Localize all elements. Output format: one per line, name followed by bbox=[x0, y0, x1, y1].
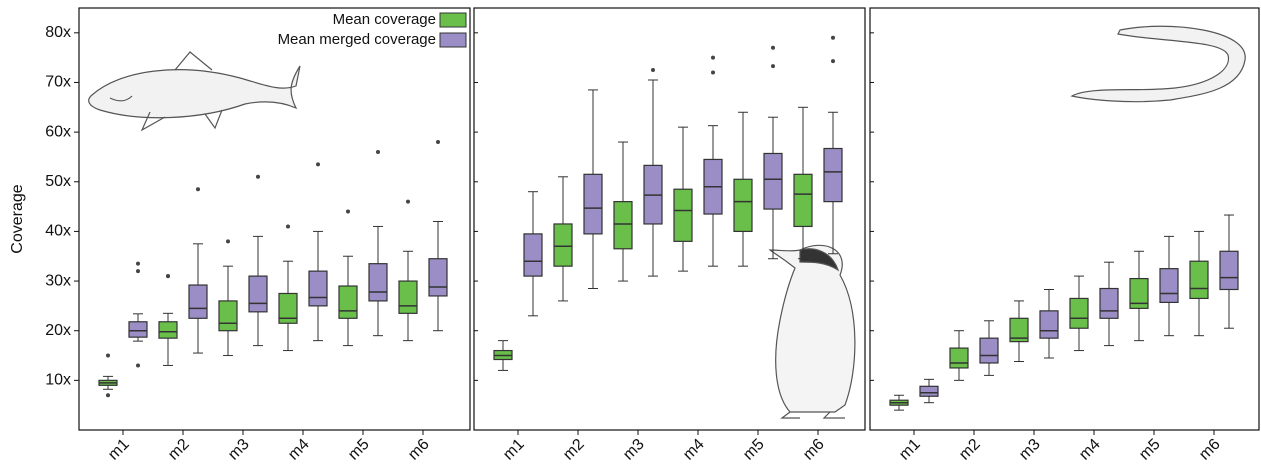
y-axis-label: Coverage bbox=[9, 184, 26, 253]
box bbox=[979, 337, 999, 364]
outlier bbox=[406, 199, 410, 204]
box bbox=[278, 292, 298, 324]
x-tick-label: m3 bbox=[225, 436, 253, 464]
legend-swatch bbox=[439, 12, 467, 28]
x-tick-label: m1 bbox=[500, 436, 528, 464]
x-tick-label: m1 bbox=[896, 436, 924, 464]
x-tick-label: m4 bbox=[285, 436, 313, 464]
fish-sketch bbox=[88, 51, 301, 132]
box bbox=[523, 233, 543, 277]
x-tick-label: m3 bbox=[1016, 436, 1044, 464]
box bbox=[1219, 250, 1239, 291]
legend-label: Mean coverage bbox=[333, 11, 436, 28]
outlier bbox=[831, 35, 835, 40]
penguin-sketch bbox=[768, 244, 856, 419]
box bbox=[1189, 260, 1209, 300]
x-tick-label: m5 bbox=[1136, 436, 1164, 464]
box bbox=[428, 258, 448, 297]
outlier bbox=[771, 64, 775, 69]
box bbox=[308, 270, 328, 307]
box bbox=[763, 152, 783, 210]
box bbox=[823, 147, 843, 203]
worm-sketch bbox=[1070, 25, 1246, 103]
x-tick-label: m6 bbox=[405, 436, 433, 464]
outlier bbox=[226, 239, 230, 244]
y-tick-label: 70x bbox=[45, 74, 71, 91]
outlier bbox=[136, 269, 140, 274]
y-tick-label: 60x bbox=[45, 123, 71, 140]
x-tick-label: m2 bbox=[956, 436, 984, 464]
outlier bbox=[651, 68, 655, 73]
outlier bbox=[831, 59, 835, 64]
box bbox=[248, 275, 268, 313]
box bbox=[158, 321, 178, 339]
box bbox=[673, 188, 693, 242]
legend-swatch bbox=[439, 32, 467, 48]
box bbox=[919, 385, 939, 397]
x-tick-label: m4 bbox=[680, 436, 708, 464]
outlier bbox=[711, 70, 715, 75]
box bbox=[1039, 310, 1059, 339]
box bbox=[188, 284, 208, 319]
box bbox=[733, 178, 753, 233]
outlier bbox=[771, 45, 775, 50]
outlier bbox=[376, 149, 380, 154]
y-tick-label: 30x bbox=[45, 272, 71, 289]
x-tick-label: m5 bbox=[740, 436, 768, 464]
box bbox=[1129, 277, 1149, 309]
x-tick-label: m6 bbox=[1196, 436, 1224, 464]
outlier bbox=[316, 162, 320, 167]
outlier bbox=[256, 174, 260, 179]
box bbox=[949, 347, 969, 369]
x-tick-label: m1 bbox=[105, 436, 133, 464]
box bbox=[583, 173, 603, 235]
outlier bbox=[436, 140, 440, 145]
box bbox=[1069, 297, 1089, 329]
box bbox=[218, 300, 238, 332]
outlier bbox=[286, 224, 290, 229]
box bbox=[128, 321, 148, 338]
x-tick-label: m6 bbox=[800, 436, 828, 464]
panel-frame bbox=[78, 7, 471, 431]
panel-frame bbox=[473, 7, 866, 431]
box bbox=[368, 263, 388, 302]
x-tick-label: m4 bbox=[1076, 436, 1104, 464]
outlier bbox=[346, 209, 350, 214]
x-tick-label: m5 bbox=[345, 436, 373, 464]
box bbox=[1099, 287, 1119, 319]
y-tick-label: 40x bbox=[45, 223, 71, 240]
y-tick-label: 80x bbox=[45, 24, 71, 41]
box bbox=[338, 285, 358, 319]
x-tick-label: m3 bbox=[620, 436, 648, 464]
box bbox=[793, 173, 813, 228]
panel-frame bbox=[869, 7, 1260, 431]
box bbox=[398, 280, 418, 314]
outlier bbox=[196, 187, 200, 192]
box bbox=[553, 223, 573, 267]
y-tick-label: 50x bbox=[45, 173, 71, 190]
outlier bbox=[106, 393, 110, 398]
outlier bbox=[106, 353, 110, 358]
outlier bbox=[136, 261, 140, 266]
y-tick-label: 20x bbox=[45, 322, 71, 339]
outlier bbox=[166, 274, 170, 279]
y-tick-label: 10x bbox=[45, 372, 71, 389]
legend-label: Mean merged coverage bbox=[278, 31, 436, 48]
x-tick-label: m2 bbox=[165, 436, 193, 464]
box bbox=[613, 201, 633, 250]
outlier bbox=[136, 363, 140, 368]
box bbox=[1009, 317, 1029, 343]
x-tick-label: m2 bbox=[560, 436, 588, 464]
outlier bbox=[711, 55, 715, 60]
box bbox=[1159, 268, 1179, 304]
